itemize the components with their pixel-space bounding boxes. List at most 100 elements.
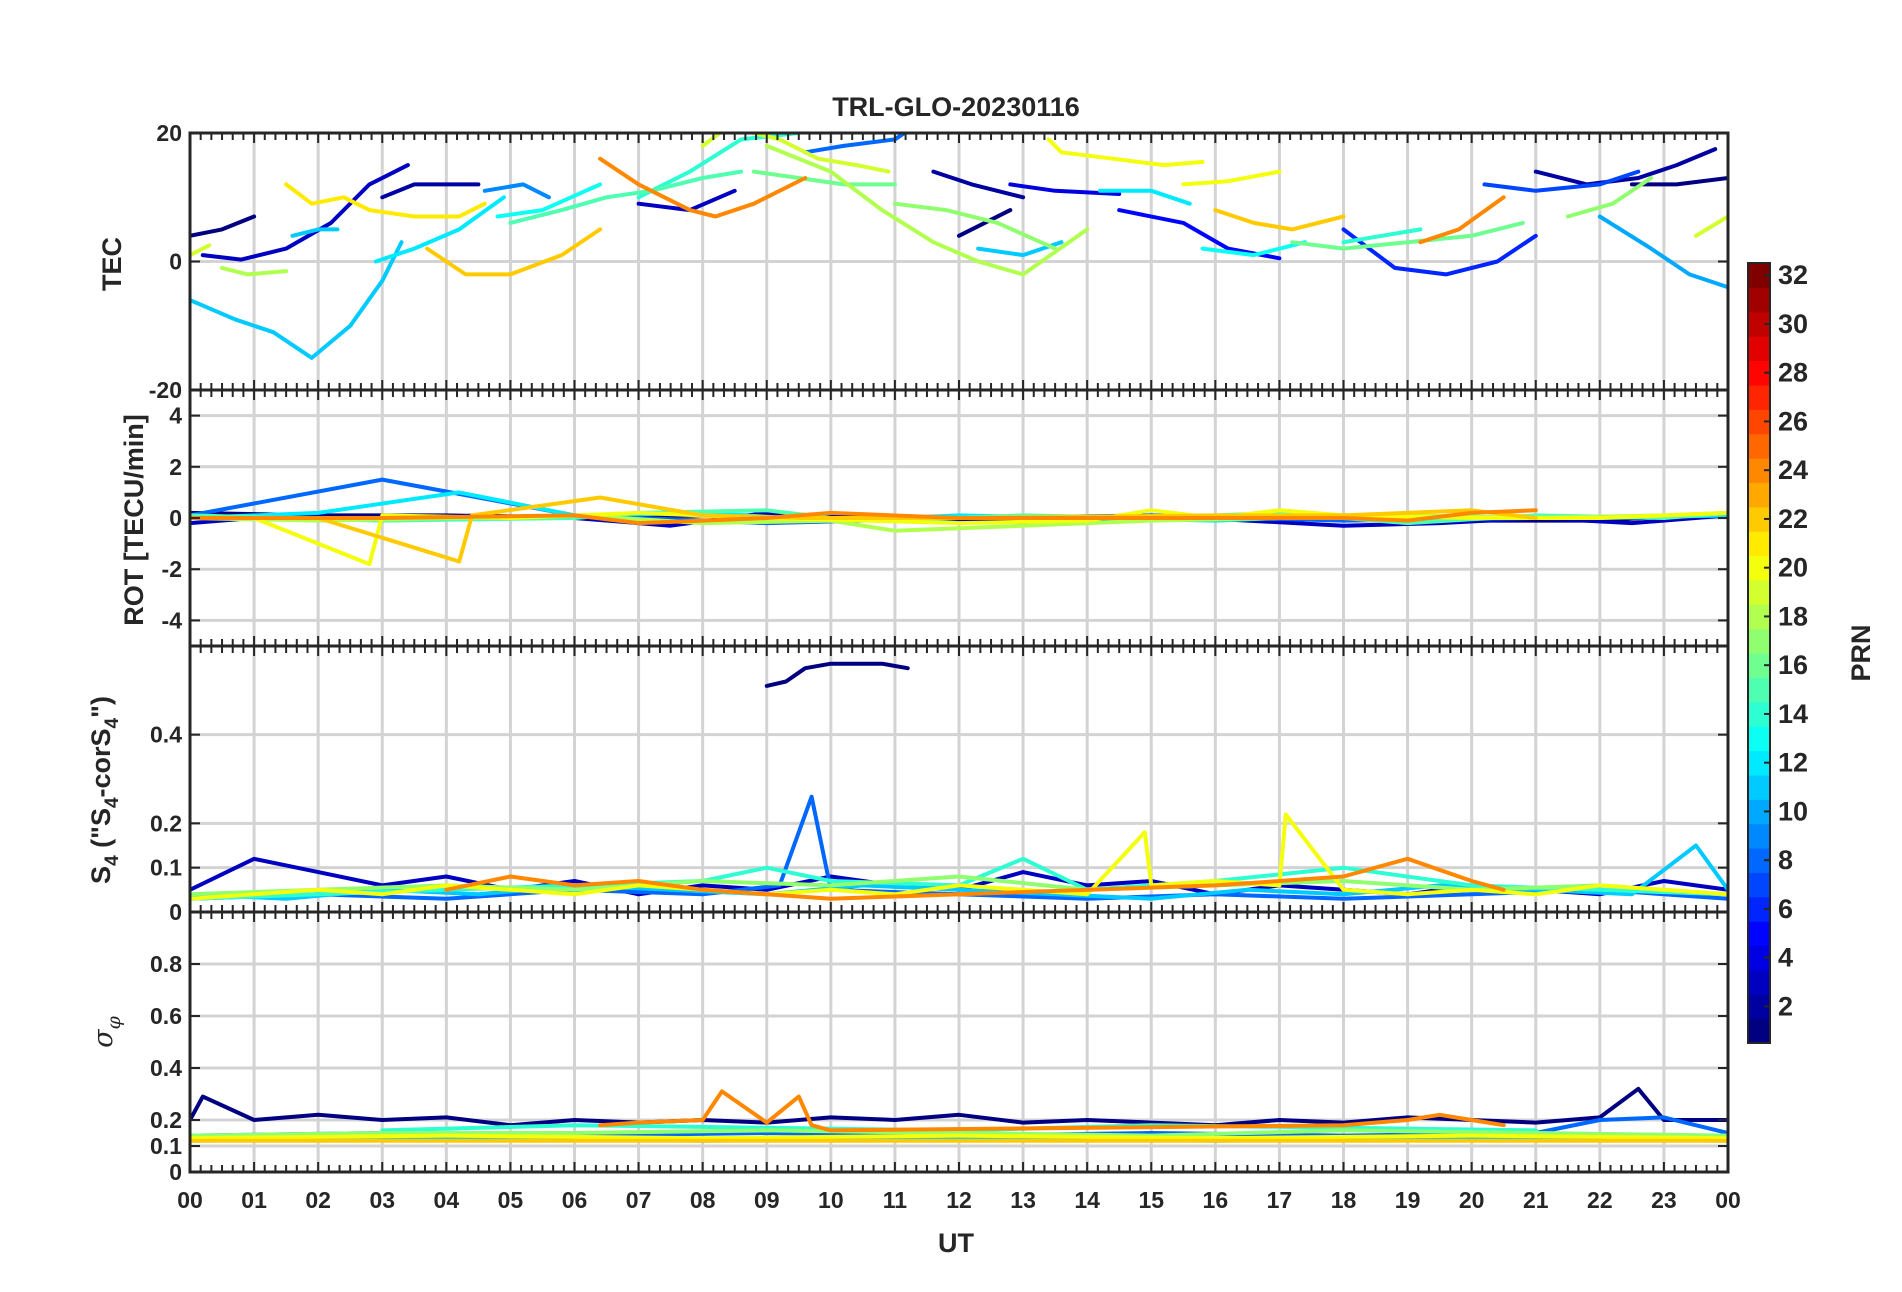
series-line-prn-12 bbox=[1098, 188, 1192, 206]
colorbar-tick-label: 8 bbox=[1778, 845, 1793, 875]
y-tick-label: 0.6 bbox=[150, 1003, 182, 1029]
y-axis-label-rot: ROT [TECU/min] bbox=[119, 414, 149, 625]
y-tick-label: 0.1 bbox=[150, 855, 182, 881]
series-line-prn-8 bbox=[803, 133, 909, 155]
y-tick-label: -20 bbox=[149, 377, 182, 403]
colorbar-cell bbox=[1748, 531, 1770, 557]
panel-rot: 4 2 0 -2 -4 ROT [TECU/min] bbox=[119, 388, 1730, 648]
series-line-prn-14 bbox=[1341, 227, 1423, 245]
x-axis-label: UT bbox=[938, 1228, 974, 1258]
series-line-prn-1 bbox=[1629, 176, 1728, 187]
panel-rot-series bbox=[190, 477, 1728, 567]
panel-tec: 20 0 -20 TEC bbox=[97, 120, 1730, 403]
series-line-prn-1 bbox=[190, 214, 257, 238]
colorbar-cell bbox=[1748, 653, 1770, 678]
y-tick-label: 0.4 bbox=[150, 722, 182, 748]
x-tick-label: 13 bbox=[1010, 1187, 1036, 1213]
series-line-prn-24 bbox=[598, 156, 808, 219]
colorbar-tick-label: 18 bbox=[1778, 601, 1808, 631]
x-tick-label: 01 bbox=[241, 1187, 267, 1213]
series-line-prn-20 bbox=[1181, 169, 1282, 187]
colorbar-cell bbox=[1748, 384, 1770, 410]
y-tick-label: 0.1 bbox=[150, 1133, 182, 1159]
y-tick-label: 2 bbox=[169, 454, 182, 480]
colorbar-cell bbox=[1748, 579, 1770, 605]
colorbar-tick-label: 14 bbox=[1778, 699, 1808, 729]
panel-sigma-frame bbox=[188, 910, 1730, 1174]
x-tick-label: 00 bbox=[1715, 1187, 1741, 1213]
x-tick-label: 20 bbox=[1459, 1187, 1485, 1213]
series-line-prn-22 bbox=[1213, 208, 1346, 232]
x-tick-label: 03 bbox=[369, 1187, 395, 1213]
colorbar-cell bbox=[1748, 896, 1770, 922]
x-tick-label: 18 bbox=[1331, 1187, 1357, 1213]
series-line-prn-24 bbox=[190, 508, 1538, 526]
colorbar-cell bbox=[1748, 263, 1770, 288]
colorbar-tick-label: 32 bbox=[1778, 260, 1808, 290]
series-line-prn-16 bbox=[1290, 220, 1525, 251]
colorbar-tick-label: 2 bbox=[1778, 991, 1793, 1021]
series-line-prn-1 bbox=[190, 1086, 1728, 1128]
y-tick-label: 4 bbox=[169, 403, 182, 429]
x-tick-label: 21 bbox=[1523, 1187, 1549, 1213]
x-tick-label: 00 bbox=[177, 1187, 203, 1213]
colorbar-cell bbox=[1748, 823, 1770, 849]
y-tick-label: -2 bbox=[162, 556, 182, 582]
series-line-prn-2 bbox=[380, 182, 481, 200]
series-line-prn-18 bbox=[220, 265, 289, 277]
panel-tec-series bbox=[190, 133, 1728, 360]
colorbar-tick-label: 26 bbox=[1778, 406, 1808, 436]
colorbar-tick-label: 6 bbox=[1778, 894, 1793, 924]
series-line-prn-1 bbox=[764, 661, 910, 688]
y-tick-label: 0.4 bbox=[150, 1055, 182, 1081]
colorbar-tick-label: 20 bbox=[1778, 553, 1808, 583]
series-line-prn-11 bbox=[290, 227, 340, 238]
series-line-prn-20 bbox=[190, 1133, 1728, 1141]
colorbar-cell bbox=[1748, 750, 1770, 776]
y-axis-label-tec: TEC bbox=[97, 237, 127, 291]
colorbar-cell bbox=[1748, 921, 1770, 947]
colorbar-cell bbox=[1748, 287, 1770, 313]
series-line-prn-1 bbox=[957, 208, 1013, 238]
series-line-prn-19 bbox=[1694, 214, 1728, 238]
panel-s4-series bbox=[190, 661, 1728, 901]
series-line-prn-15 bbox=[508, 169, 744, 225]
colorbar-cell bbox=[1748, 506, 1770, 532]
colorbar-cell bbox=[1748, 872, 1770, 898]
colorbar-tick-label: 4 bbox=[1778, 943, 1793, 973]
colorbar-cell bbox=[1748, 555, 1770, 581]
colorbar-cell bbox=[1748, 945, 1770, 971]
series-line-prn-21 bbox=[284, 182, 487, 219]
chart-title: TRL-GLO-20230116 bbox=[832, 92, 1080, 122]
x-tick-label: 04 bbox=[434, 1187, 460, 1213]
colorbar-cell bbox=[1748, 409, 1770, 435]
series-line-prn-17 bbox=[1565, 176, 1654, 219]
series-line-prn-24 bbox=[1418, 195, 1506, 245]
colorbar-cell bbox=[1748, 604, 1770, 630]
colorbar-cell bbox=[1748, 360, 1770, 386]
series-line-prn-20 bbox=[190, 508, 1728, 567]
x-tick-label: 22 bbox=[1587, 1187, 1613, 1213]
x-tick-label: 23 bbox=[1651, 1187, 1677, 1213]
x-tick-label: 10 bbox=[818, 1187, 844, 1213]
x-tick-label: 15 bbox=[1138, 1187, 1164, 1213]
series-line-prn-17 bbox=[190, 1128, 1728, 1138]
panel-sigma: 0.8 0.6 0.4 0.20.10 σφ bbox=[88, 910, 1730, 1185]
series-line-prn-19 bbox=[700, 133, 891, 174]
x-tick-label: 11 bbox=[883, 1187, 908, 1213]
colorbar-tick-label: 30 bbox=[1778, 309, 1808, 339]
x-tick-label: 07 bbox=[626, 1187, 652, 1213]
y-tick-label: 0.2 bbox=[150, 810, 182, 836]
y-axis-label-s4: S4 ("S4-corS4") bbox=[86, 696, 123, 884]
colorbar-cell bbox=[1748, 848, 1770, 873]
series-line-prn-7 bbox=[1482, 169, 1641, 193]
colorbar-cell bbox=[1748, 311, 1770, 337]
y-tick-label: 0.2 bbox=[150, 1107, 182, 1133]
x-tick-label: 05 bbox=[498, 1187, 524, 1213]
series-line-prn-19 bbox=[190, 243, 212, 258]
colorbar-cell bbox=[1748, 628, 1770, 654]
series-line-prn-22 bbox=[425, 227, 603, 277]
colorbar-tick-label: 24 bbox=[1778, 455, 1808, 485]
